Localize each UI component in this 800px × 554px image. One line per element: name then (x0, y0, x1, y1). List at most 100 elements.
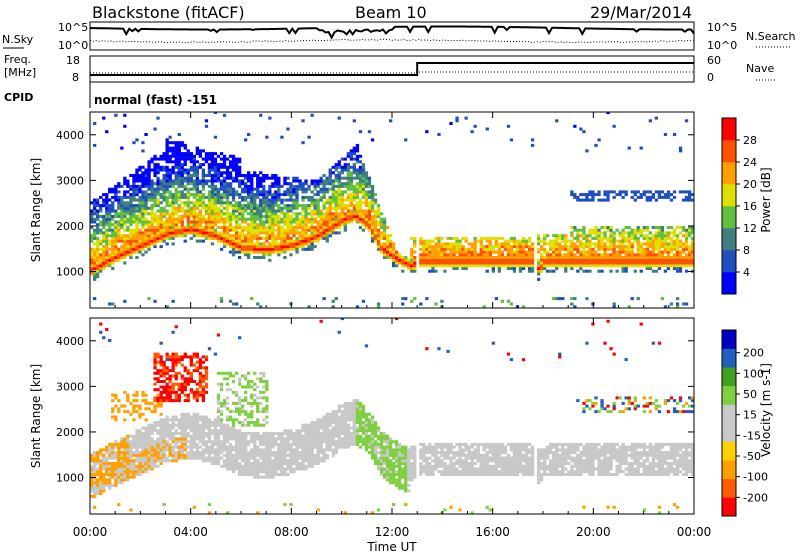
power-cell (370, 193, 375, 197)
velocity-cell (144, 393, 148, 397)
power-cell (552, 261, 556, 265)
velocity-cell (117, 459, 121, 463)
power-cell (684, 247, 689, 251)
power-cell (325, 215, 329, 218)
power-cell (558, 250, 562, 254)
power-cell (247, 250, 251, 254)
velocity-cell (204, 355, 209, 359)
power-cell (289, 245, 293, 249)
power-cell (521, 264, 526, 268)
power-cell (594, 261, 598, 265)
power-cell (222, 220, 227, 224)
power-cell (132, 236, 136, 240)
power-cell (219, 231, 224, 235)
power-cell (225, 209, 230, 213)
power-cell (328, 198, 332, 202)
power-cell (195, 198, 199, 202)
power-cell (657, 256, 662, 259)
velocity-cell (93, 470, 97, 474)
power-cell (313, 184, 317, 188)
power-cell (497, 264, 501, 268)
power-cell (603, 226, 607, 229)
power-cell (455, 236, 459, 240)
power-cell (265, 201, 269, 205)
power-cell (633, 198, 637, 202)
power-cell (235, 220, 239, 224)
power-cell (192, 184, 196, 188)
power-cell (500, 299, 504, 303)
power-cell (313, 209, 317, 213)
power-cell (340, 171, 344, 175)
power-cell (247, 223, 251, 227)
power-cell (231, 157, 236, 161)
power-cell (352, 209, 356, 213)
velocity-cell (210, 432, 215, 435)
power-cell (150, 209, 154, 213)
power-cell (304, 195, 308, 199)
power-cell (307, 212, 311, 216)
power-cell (117, 204, 121, 208)
power-cell (573, 305, 577, 308)
velocity-cell (244, 412, 248, 416)
power-cell (204, 223, 209, 227)
velocity-cell (156, 453, 160, 457)
power-cell (382, 256, 387, 259)
power-cell (382, 247, 387, 251)
velocity-cell (213, 448, 218, 452)
power-cell (340, 193, 344, 197)
velocity-cell (174, 371, 178, 375)
power-cell (180, 141, 184, 145)
power-cell (331, 198, 335, 202)
power-cell (265, 206, 269, 210)
power-cell (268, 223, 272, 227)
velocity-cell (238, 401, 242, 405)
power-cell (579, 250, 583, 254)
power-cell (316, 190, 320, 194)
power-cell (379, 217, 384, 221)
power-cell (250, 234, 254, 238)
power-cell (352, 119, 356, 123)
power-cell (615, 228, 619, 232)
power-cell (410, 236, 414, 240)
power-cell (603, 250, 607, 254)
power-cell (582, 258, 586, 262)
power-cell (144, 133, 148, 136)
power-cell (470, 247, 474, 251)
power-cell (540, 267, 544, 270)
power-cell (271, 182, 275, 186)
power-cell (105, 201, 109, 205)
velocity-cell (192, 423, 196, 427)
power-cell (250, 247, 254, 251)
power-cell (174, 143, 178, 147)
power-cell (597, 138, 601, 142)
velocity-cell (222, 464, 227, 468)
power-cell (440, 258, 444, 262)
power-cell (165, 152, 169, 156)
power-cell (558, 245, 562, 249)
power-cell (147, 247, 151, 251)
power-cell (313, 206, 317, 210)
power-cell (331, 184, 335, 188)
power-cell (165, 305, 169, 308)
velocity-cell (235, 453, 239, 457)
power-cell (171, 154, 175, 158)
power-cell (488, 256, 492, 259)
power-cell (585, 195, 589, 199)
power-cell (141, 190, 145, 194)
power-cell (292, 176, 296, 180)
power-cell (343, 198, 347, 202)
power-cell (609, 242, 613, 246)
power-cell (147, 231, 151, 235)
power-cell (582, 245, 586, 249)
velocity-cell (135, 390, 139, 394)
velocity-cell (111, 462, 115, 465)
velocity-cell (192, 442, 196, 446)
power-cell (588, 247, 592, 251)
velocity-cell (129, 464, 133, 468)
power-cell (328, 226, 332, 229)
power-cell (440, 245, 444, 249)
power-cell (440, 247, 444, 251)
power-cell (645, 247, 649, 251)
power-cell (204, 119, 209, 123)
power-cell (162, 157, 166, 161)
